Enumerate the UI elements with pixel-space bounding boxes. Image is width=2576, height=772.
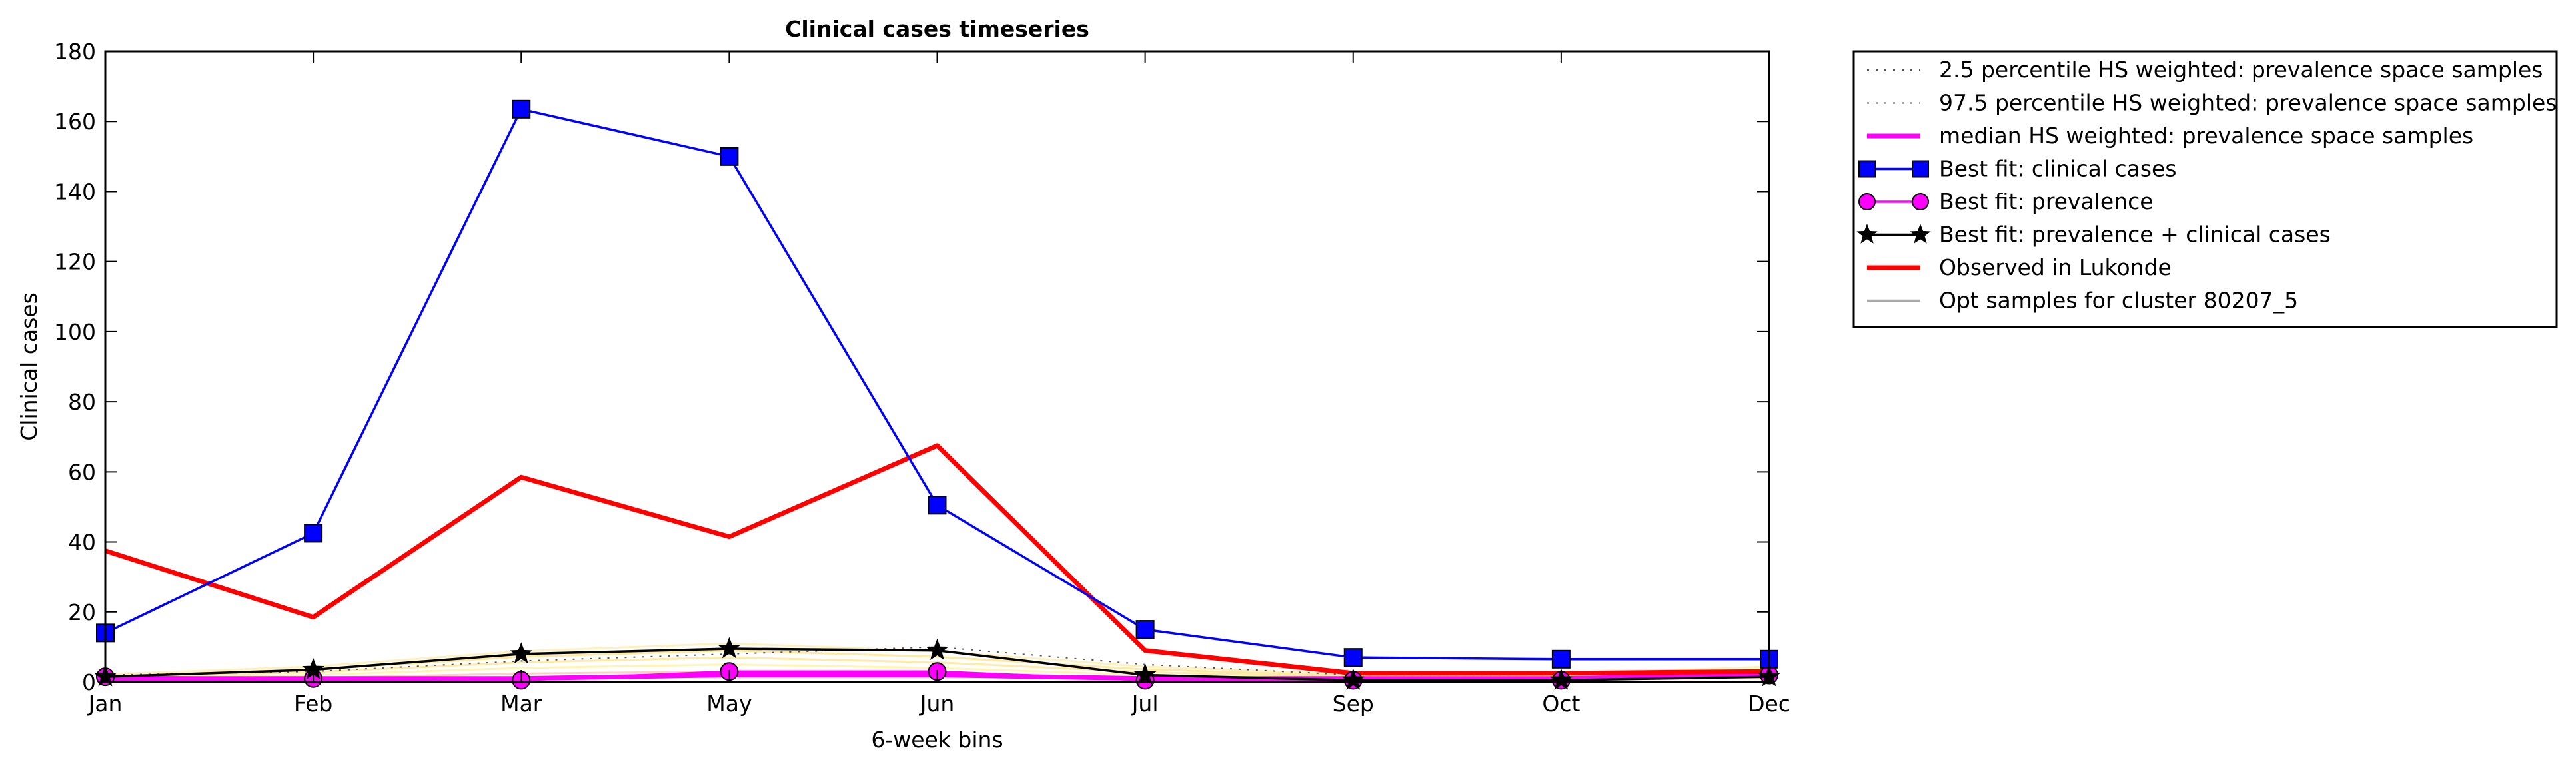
legend-label: 2.5 percentile HS weighted: prevalence s… [1939, 57, 2543, 83]
legend-entry-2-5-percentile-hs-weighted-prevalence-space-samples: 2.5 percentile HS weighted: prevalence s… [1867, 57, 2543, 83]
marker-square [304, 524, 323, 543]
x-tick-label-feb: Feb [294, 691, 332, 717]
legend-label: 97.5 percentile HS weighted: prevalence … [1939, 90, 2557, 116]
legend-label: Best fit: clinical cases [1939, 156, 2177, 182]
y-tick-label: 140 [54, 179, 96, 204]
series-line [105, 108, 1769, 661]
y-tick-label: 120 [54, 249, 96, 275]
marker-star [718, 637, 741, 659]
marker-star [1910, 224, 1931, 244]
series-observed-in-lukonde [104, 443, 1770, 676]
x-tick-label-jul: Jul [1131, 691, 1159, 717]
y-tick-label: 80 [68, 389, 96, 415]
legend-entry-observed-in-lukonde: Observed in Lukonde [1867, 254, 2172, 280]
legend-entry-best-fit-prevalence: Best fit: prevalence [1858, 189, 2154, 214]
legend-entry-best-fit-clinical-cases: Best fit: clinical cases [1858, 156, 2177, 182]
marker-square [1912, 160, 1929, 178]
series-best-fit-clinical-cases [96, 99, 1778, 669]
series-line [104, 443, 1770, 676]
legend-entry-opt-samples-for-cluster-80207-5: Opt samples for cluster 80207_5 [1867, 288, 2298, 314]
legend-entry-best-fit-prevalence-clinical-cases: Best fit: prevalence + clinical cases [1856, 222, 2331, 248]
marker-square [1858, 160, 1876, 178]
y-tick-label: 0 [82, 669, 96, 695]
x-axis-label: 6-week bins [871, 727, 1003, 753]
marker-square [1343, 648, 1363, 667]
marker-circle [1912, 193, 1929, 210]
marker-circle [1858, 193, 1876, 210]
axis-ticks: 0 20 40 60 80 100 120 140 160 180 Jan Feb Mar May Jun J… [54, 39, 1790, 717]
marker-square [928, 496, 947, 515]
marker-square [720, 147, 739, 166]
x-tick-label-may: May [706, 691, 752, 717]
y-axis-label: Clinical cases [16, 292, 42, 441]
y-tick-label: 180 [54, 39, 96, 65]
x-tick-label-jun: Jun [919, 691, 955, 717]
x-tick-label-jan: Jan [87, 691, 123, 717]
x-tick-label-sep: Sep [1333, 691, 1374, 717]
y-tick-label: 100 [54, 319, 96, 345]
x-tick-label-oct: Oct [1542, 691, 1580, 717]
legend-entry-median-hs-weighted-prevalence-space-samples: median HS weighted: prevalence space sam… [1867, 123, 2473, 149]
chart-title: Clinical cases timeseries [785, 16, 1089, 42]
legend-label: median HS weighted: prevalence space sam… [1939, 123, 2473, 149]
legend-entry-97-5-percentile-hs-weighted-prevalence-space-samples: 97.5 percentile HS weighted: prevalence … [1867, 90, 2557, 116]
x-tick-label-dec: Dec [1748, 691, 1790, 717]
legend: 2.5 percentile HS weighted: prevalence s… [1852, 50, 2558, 328]
legend-box [1852, 50, 2558, 328]
legend-label: Best fit: prevalence [1939, 189, 2154, 214]
x-tick-label-mar: Mar [500, 691, 542, 717]
series-layer [94, 99, 1780, 690]
y-tick-label: 160 [54, 109, 96, 135]
marker-square [1135, 620, 1155, 639]
legend-label: Best fit: prevalence + clinical cases [1939, 222, 2331, 248]
legend-label: Observed in Lukonde [1939, 254, 2172, 280]
legend-label: Opt samples for cluster 80207_5 [1939, 288, 2298, 314]
marker-star [510, 642, 533, 664]
y-tick-label: 60 [68, 459, 96, 485]
marker-star [1856, 224, 1878, 244]
marker-square [512, 99, 531, 119]
y-tick-label: 20 [68, 599, 96, 625]
marker-square [1551, 649, 1571, 669]
marker-star [926, 638, 949, 660]
y-tick-label: 40 [68, 530, 96, 556]
